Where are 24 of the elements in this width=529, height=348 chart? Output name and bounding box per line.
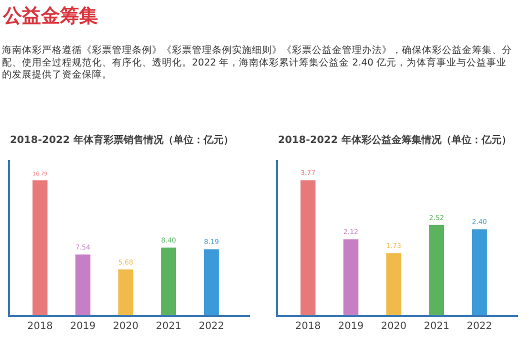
bar [118,269,134,315]
bar [386,253,402,315]
bar [161,248,176,315]
text: 公益金筹集 [2,5,98,27]
x-tick-label: 2018 [27,320,53,332]
x-tick-label: 2020 [112,320,138,332]
bar [429,224,444,315]
bar [472,229,487,315]
x-tick-label: 2019 [70,320,96,332]
x-tick-label: 2022 [466,320,492,332]
bar [32,180,48,315]
bar [75,254,90,315]
x-tick-label: 2021 [156,320,182,332]
chart-title: 2018-2022 年体育彩票销售情况（单位：亿元） [10,134,234,146]
chart-title: 2018-2022 年体彩公益金筹集情况（单位：亿元） [278,134,512,146]
text: 海南体彩严格遵循《彩票管理条例》《彩票管理条例实施细则》《彩票公益金管理办法》，确保体彩公益金筹集、分配、使用全过程规范化、有序化、透明化。2022 年，海南体彩累计筹集公益金 2.40 亿元，为体育事业与公益事业的发展提供了资金保障。 [2,44,512,81]
bar [300,180,316,315]
x-tick-label: 2021 [424,320,450,332]
bar [204,249,219,315]
x-tick-label: 2019 [338,320,364,332]
x-tick-label: 2020 [380,320,406,332]
x-tick-label: 2022 [198,320,224,332]
x-tick-label: 2018 [295,320,321,332]
bar [343,239,358,315]
